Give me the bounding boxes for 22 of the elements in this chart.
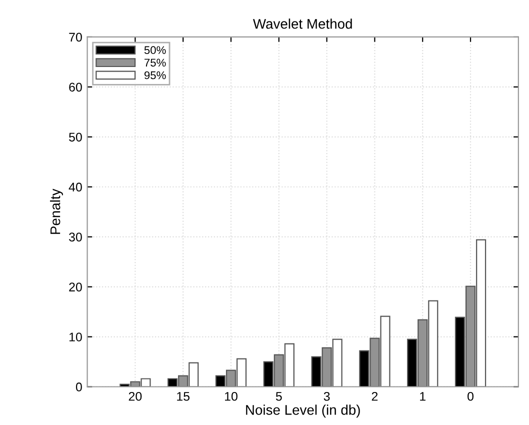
- legend-label: 95%: [144, 71, 166, 80]
- y-tick-label: 20: [69, 282, 82, 292]
- y-axis-title: Penalty: [50, 188, 63, 234]
- y-tick-label: 30: [69, 232, 82, 242]
- x-tick-label: 10: [225, 392, 238, 401]
- x-tick-label: 2: [372, 392, 378, 401]
- legend-label: 50%: [144, 46, 166, 54]
- x-tick-label: 20: [128, 392, 142, 401]
- x-tick-label: 3: [324, 392, 330, 401]
- y-tick-label: 10: [69, 332, 82, 342]
- legend-label: 75%: [144, 58, 166, 67]
- y-tick-label: 0: [76, 382, 82, 392]
- y-tick-label: 40: [68, 182, 82, 192]
- y-tick-label: 60: [69, 82, 82, 92]
- x-axis-title: Noise Level (in db): [246, 404, 360, 418]
- x-tick-label: 0: [468, 392, 474, 401]
- x-tick-label: 5: [276, 392, 282, 401]
- y-tick-label: 70: [69, 32, 82, 42]
- y-tick-label: 50: [69, 132, 82, 142]
- x-tick-label: 15: [177, 392, 190, 401]
- chart-title: Wavelet Method: [253, 18, 352, 29]
- x-tick-label: 1: [420, 392, 426, 401]
